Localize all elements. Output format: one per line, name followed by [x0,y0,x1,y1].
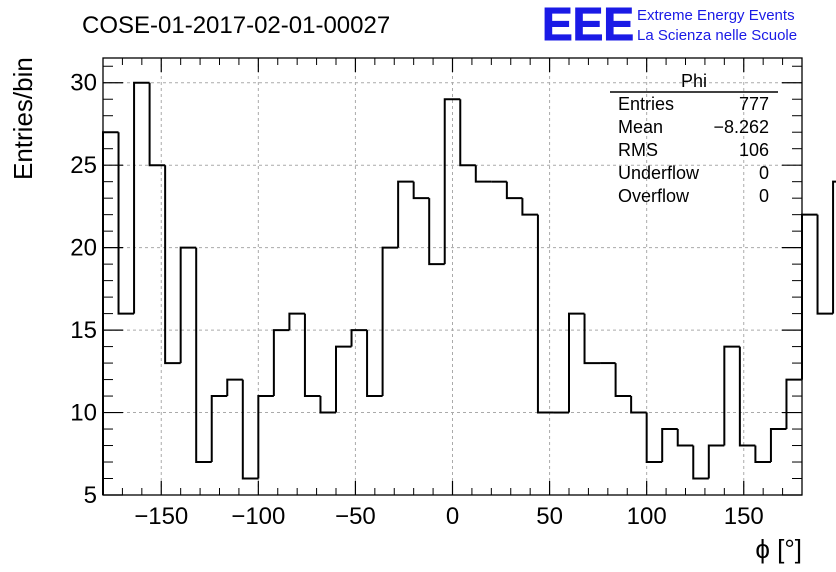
histogram-bin [785,378,802,430]
y-tick-label: 30 [70,70,97,97]
run-title: COSE-01-2017-02-01-00027 [82,12,390,39]
histogram-bin [366,330,383,398]
x-tick-label: 100 [627,503,667,530]
histogram-bin [257,395,274,479]
y-tick-label: 15 [70,317,97,344]
x-tick-label: 50 [536,503,563,530]
histogram-bin [428,198,445,266]
histogram-bin [583,313,601,365]
histogram-bin [241,379,259,480]
histogram-bin [474,165,492,183]
y-tick-label: 20 [70,235,97,262]
y-tick-label: 10 [70,400,97,427]
histogram-bin [801,213,818,380]
stats-value: 0 [759,163,769,183]
stats-label: Mean [618,117,663,137]
histogram-bin [443,98,461,265]
histogram-bin [117,132,135,315]
x-tick-label: 150 [724,503,764,530]
histogram-bin [148,82,166,167]
histogram-bin [272,329,290,397]
stats-label: Underflow [618,163,700,183]
y-tick-label: 25 [70,152,97,179]
histogram-bin [676,429,694,447]
logo-line-2: La Scienza nelle Scuole [637,27,797,44]
histogram-bin [505,181,523,200]
histogram-bin [226,378,243,397]
x-tick-label: −50 [335,503,376,530]
histogram-bin [179,246,197,364]
histogram-bins [102,81,836,495]
stats-value: 106 [739,140,769,160]
y-tick-label: 5 [84,482,97,509]
histogram-bin [723,345,740,446]
histogram-bin [568,312,585,413]
stats-label: Overflow [618,186,690,206]
histogram-bin [350,329,368,347]
histogram-bin [707,444,725,479]
x-tick-label: 0 [446,503,459,530]
stats-rows: Entries 777 Mean −8.262 RMS 106 Underflow 0 Over… [618,94,769,206]
histogram-bin [164,165,181,365]
histogram-bin [692,445,709,480]
histogram-bin [738,346,756,447]
histogram-bin [521,198,538,216]
logo-line-1: Extreme Energy Events [637,7,795,24]
histogram-bin [397,180,414,248]
stats-label: Entries [618,94,674,114]
grid-lines [103,58,802,496]
histogram-bin [661,428,678,463]
histogram-bin [832,180,836,314]
histogram-bin [195,247,212,464]
histogram-bin [614,363,632,398]
stats-value: −8.262 [713,117,769,137]
histogram-bin [210,395,228,463]
histogram-bin [412,181,430,200]
histogram-bin [536,214,554,414]
histogram-bin [381,246,399,397]
histogram-bin [630,396,647,414]
histogram-bin [303,313,321,398]
histogram-bin [288,312,305,331]
histogram-bin [459,99,476,167]
y-axis-label: Entries/bin [8,57,38,180]
histogram-bin [769,428,787,463]
stats-value: 0 [759,186,769,206]
x-tick-label: −150 [134,503,188,530]
x-axis-label: ϕ [°] [755,534,802,564]
histogram-bin [816,214,834,315]
axis-ticks: −150 −100 −50 0 50 100 150 5 10 15 20 25 30 [70,58,803,530]
stats-value: 777 [739,94,769,114]
eee-logo: EEE [542,0,634,50]
histogram-bin [133,81,150,314]
stats-box: Phi Entries 777 Mean −8.262 RMS 106 Underflow 0… [610,71,778,206]
x-tick-label: −100 [231,503,285,530]
stats-label: RMS [618,140,658,160]
histogram-bin [335,345,352,413]
histogram-bin [645,412,663,464]
stats-title: Phi [681,71,707,91]
histogram-bin [319,396,336,414]
histogram-bin [754,445,771,464]
